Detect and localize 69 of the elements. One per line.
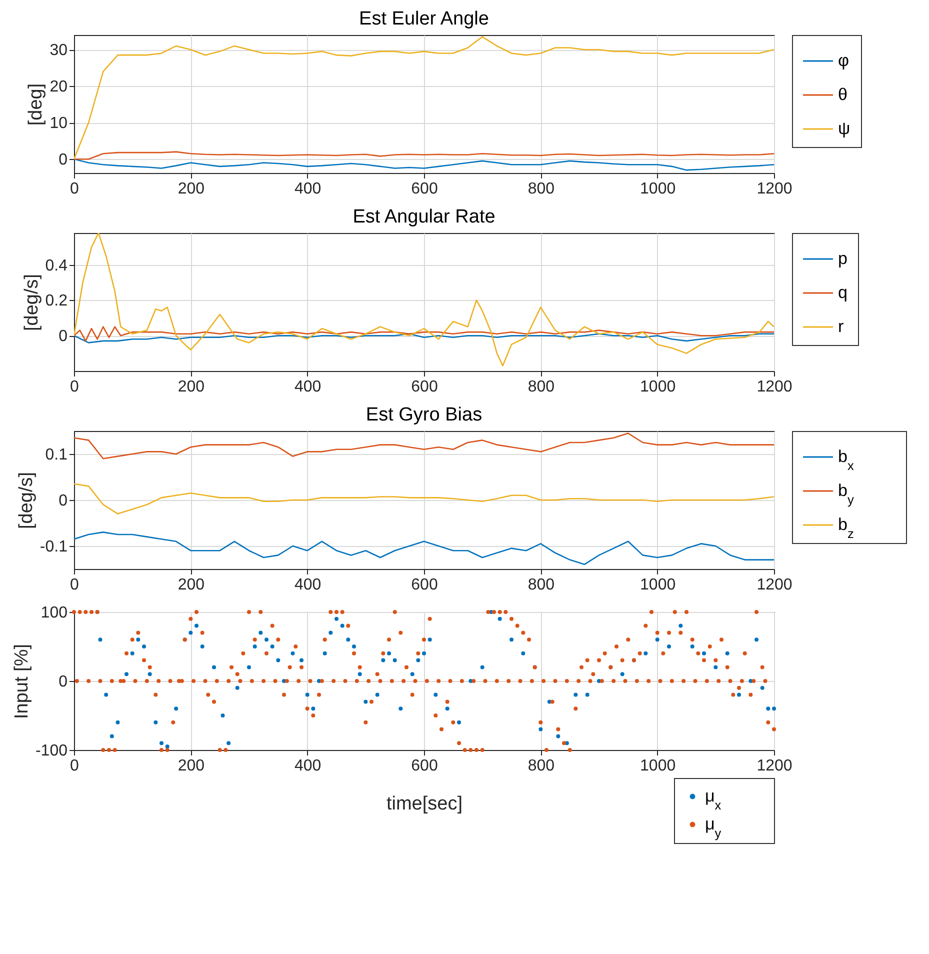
x-tick-label: 0 xyxy=(70,758,80,774)
x-tick-label: 600 xyxy=(411,576,438,594)
line-series xyxy=(74,432,774,460)
legend-label: μ$_{y}$ xyxy=(705,814,722,840)
x-tick-label: 200 xyxy=(178,378,205,396)
x-tick-label: 400 xyxy=(294,576,322,594)
x-tick-label: 1000 xyxy=(640,758,676,774)
x-tick-label: 1200 xyxy=(756,378,792,396)
x-tick-label: 0 xyxy=(70,576,80,594)
y-tick-label: 0.2 xyxy=(45,292,68,310)
y-axis-title: [deg/s] xyxy=(21,274,42,332)
legend-label: μ$_{x}$ xyxy=(705,786,722,812)
x-tick-label: 1000 xyxy=(640,180,676,198)
legend-label: b$_{x}$ xyxy=(838,447,854,472)
x-tick-label: 200 xyxy=(178,758,205,774)
y-tick-label: 20 xyxy=(50,78,68,96)
x-tick-label: 200 xyxy=(178,576,205,594)
y-tick-label: 0.1 xyxy=(45,446,68,464)
line-series xyxy=(74,233,774,366)
chart-title: Est Euler Angle xyxy=(359,8,489,30)
x-tick-label: 0 xyxy=(70,378,80,396)
y-tick-label: 0 xyxy=(58,152,68,169)
x-tick-label: 600 xyxy=(411,378,438,396)
chart-title: Est Gyro Bias xyxy=(366,404,482,426)
y-tick-label: 100 xyxy=(40,604,68,622)
legend-label: r xyxy=(838,317,844,336)
x-tick-label: 400 xyxy=(294,758,322,774)
y-tick-label: 30 xyxy=(50,42,68,60)
x-tick-label: 1000 xyxy=(640,378,676,396)
line-series xyxy=(74,532,774,566)
x-tick-label: 800 xyxy=(528,758,555,774)
y-tick-label: -0.1 xyxy=(40,538,68,556)
chart-title: Est Angular Rate xyxy=(352,206,496,228)
x-tick-label: 200 xyxy=(178,180,205,198)
legend-label: ψ xyxy=(838,119,850,138)
x-tick-label: 1200 xyxy=(756,576,792,594)
x-axis-title: time[sec] xyxy=(386,794,463,814)
line-series xyxy=(74,326,774,342)
legend-label: p xyxy=(838,249,848,268)
y-tick-label: 0 xyxy=(58,674,68,690)
legend-label: φ xyxy=(838,51,850,70)
y-axis-title: [deg] xyxy=(26,83,47,126)
line-series xyxy=(74,36,774,160)
line-series xyxy=(74,151,774,160)
x-tick-label: 1000 xyxy=(640,576,676,594)
y-tick-label: 10 xyxy=(50,115,68,132)
line-series xyxy=(74,483,774,514)
y-tick-label: 0.4 xyxy=(45,257,68,274)
legend-label: q xyxy=(838,283,848,302)
x-tick-label: 800 xyxy=(528,576,555,594)
legend-label: b$_{y}$ xyxy=(838,481,854,506)
y-tick-label: -100 xyxy=(35,742,68,760)
line-series xyxy=(74,333,774,344)
x-tick-label: 600 xyxy=(411,758,438,774)
y-tick-label: 0 xyxy=(58,328,68,346)
x-tick-label: 800 xyxy=(528,180,555,198)
x-tick-label: 800 xyxy=(528,378,555,396)
y-axis-title: [deg/s] xyxy=(16,472,37,530)
x-tick-label: 0 xyxy=(70,180,80,198)
legend-label: b$_{z}$ xyxy=(838,515,854,540)
y-axis-title: Input [%] xyxy=(11,644,32,719)
x-tick-label: 600 xyxy=(411,180,438,198)
x-tick-label: 400 xyxy=(294,378,322,396)
x-tick-label: 1200 xyxy=(756,758,792,774)
x-tick-label: 400 xyxy=(294,180,322,198)
x-tick-label: 1200 xyxy=(756,180,792,198)
legend-label: θ xyxy=(838,85,848,104)
line-series xyxy=(74,158,774,171)
y-tick-label: 0 xyxy=(58,492,68,510)
